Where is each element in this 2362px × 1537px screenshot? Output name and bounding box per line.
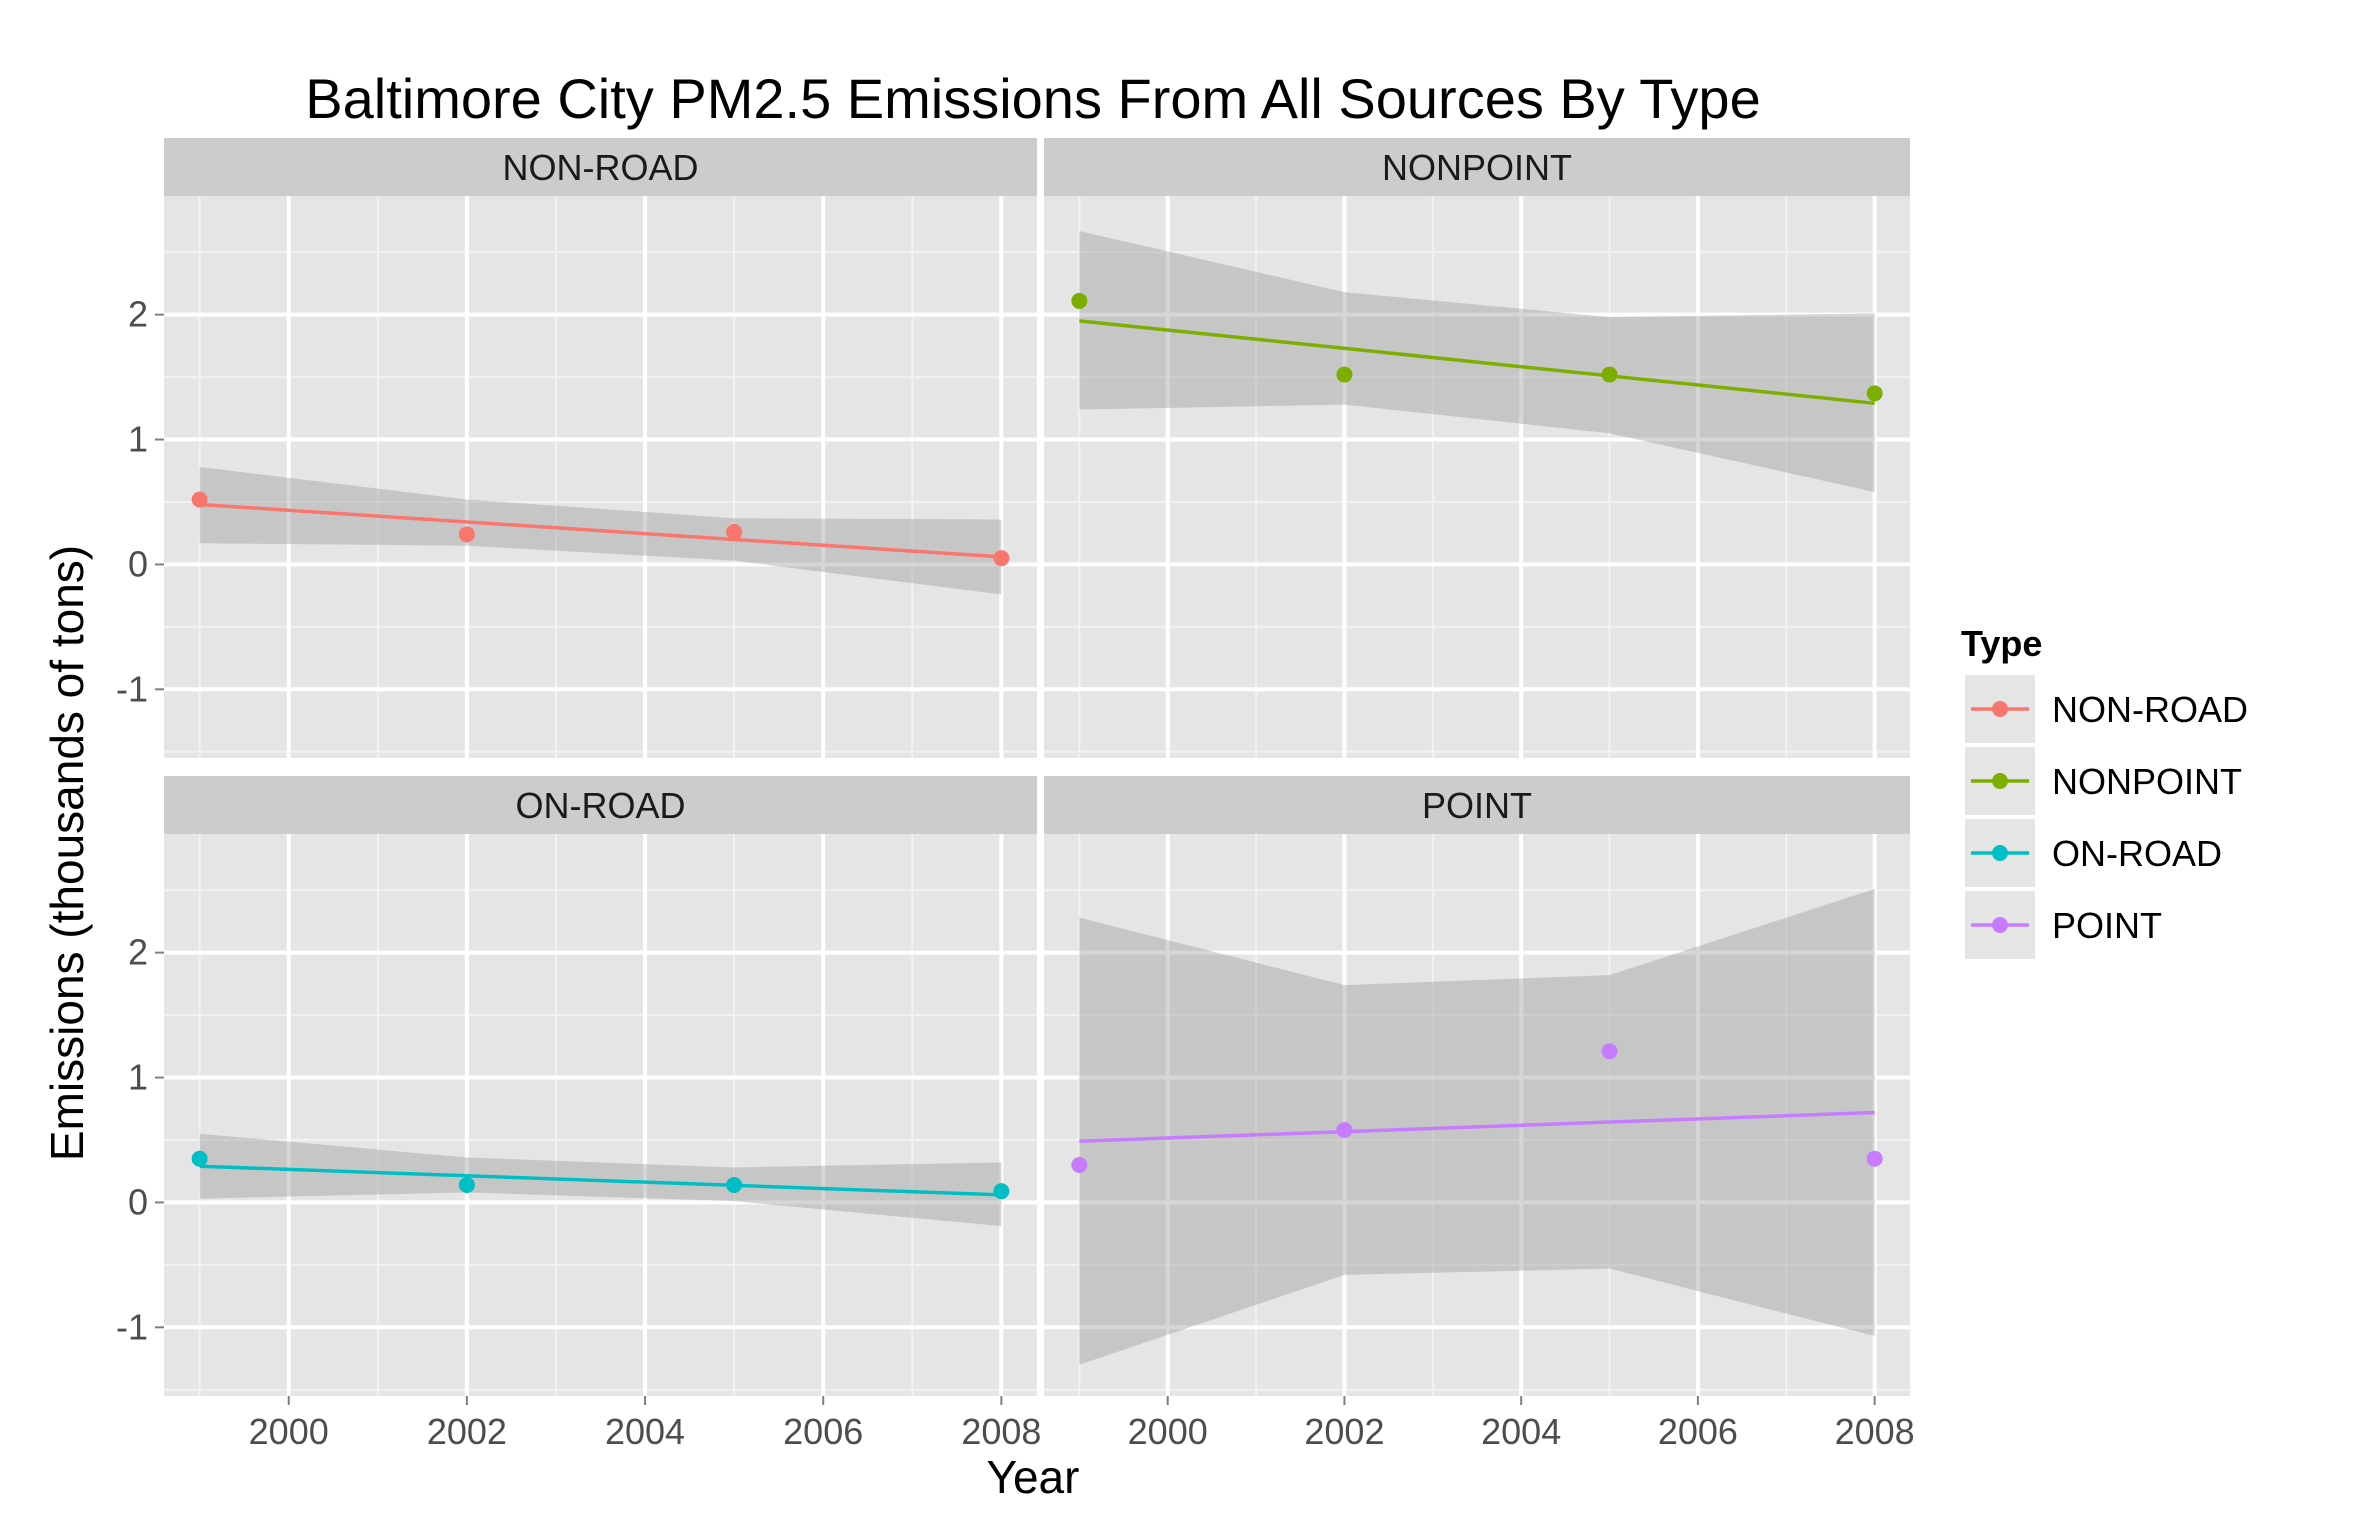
x-tick-label: 2000 bbox=[249, 1411, 329, 1452]
x-tick-label: 2006 bbox=[783, 1411, 863, 1452]
x-tick-label: 2002 bbox=[427, 1411, 507, 1452]
strip-label-nonpoint: NONPOINT bbox=[1382, 147, 1572, 188]
x-tick-label: 2008 bbox=[1835, 1411, 1915, 1452]
strip-point bbox=[1044, 776, 1910, 834]
strip-label-non-road: NON-ROAD bbox=[503, 147, 699, 188]
data-point-non-road bbox=[993, 550, 1010, 567]
panel-background bbox=[1044, 196, 1910, 758]
y-tick-label: 0 bbox=[128, 543, 148, 584]
legend-label-nonpoint: NONPOINT bbox=[2052, 761, 2242, 802]
data-point-on-road bbox=[726, 1176, 743, 1193]
trend-line-nonpoint bbox=[1079, 319, 1875, 406]
legend-label-non-road: NON-ROAD bbox=[2052, 689, 2248, 730]
trend-line-point bbox=[1079, 1110, 1875, 1143]
legend-label-point: POINT bbox=[2052, 905, 2162, 946]
panel-point: POINT 2000 2002 2004 2006 2008 bbox=[1044, 776, 1915, 1452]
data-point-point bbox=[1866, 1150, 1883, 1167]
legend: Type NON-ROAD NONPOINT ON-ROAD POINT bbox=[1961, 623, 2248, 961]
y-axis-title: Emissions (thousands of tons) bbox=[41, 545, 93, 1161]
strip-label-on-road: ON-ROAD bbox=[516, 785, 686, 826]
data-point-point bbox=[1336, 1121, 1353, 1138]
data-point-nonpoint bbox=[1866, 385, 1883, 402]
data-point-nonpoint bbox=[1071, 292, 1088, 309]
trend-line-non-road bbox=[199, 502, 1002, 559]
legend-key-point bbox=[1992, 845, 2008, 861]
x-tick-label: 2004 bbox=[1481, 1411, 1561, 1452]
panel-on-road: ON-ROAD -1 0 1 2 2000 2002 2004 2006 2008 bbox=[116, 776, 1041, 1452]
y-tick-label: 0 bbox=[128, 1181, 148, 1222]
data-point-on-road bbox=[458, 1176, 475, 1193]
y-tick-label: 2 bbox=[128, 294, 148, 335]
facet-panels: NON-ROAD -1 0 1 2 NONPOINT ON-ROAD -1 0 1 2 2000 200… bbox=[116, 138, 1915, 1452]
legend-label-on-road: ON-ROAD bbox=[2052, 833, 2222, 874]
legend-item-nonpoint: NONPOINT bbox=[1963, 745, 2242, 817]
legend-item-on-road: ON-ROAD bbox=[1963, 817, 2222, 889]
data-point-nonpoint bbox=[1336, 366, 1353, 383]
x-tick-label: 2000 bbox=[1128, 1411, 1208, 1452]
legend-key-point bbox=[1992, 917, 2008, 933]
data-point-point bbox=[1601, 1043, 1618, 1060]
data-point-on-road bbox=[191, 1150, 208, 1167]
x-tick-label: 2006 bbox=[1658, 1411, 1738, 1452]
y-tick-label: -1 bbox=[116, 1306, 148, 1347]
x-tick-label: 2004 bbox=[605, 1411, 685, 1452]
data-point-nonpoint bbox=[1601, 366, 1618, 383]
legend-item-non-road: NON-ROAD bbox=[1963, 673, 2248, 745]
y-tick-label: 1 bbox=[128, 419, 148, 460]
strip-label-point: POINT bbox=[1422, 785, 1532, 826]
trend-line-on-road bbox=[199, 1164, 1002, 1197]
x-tick-label: 2002 bbox=[1304, 1411, 1384, 1452]
strip-on-road bbox=[164, 776, 1037, 834]
legend-key-point bbox=[1992, 773, 2008, 789]
legend-title: Type bbox=[1961, 623, 2042, 664]
x-tick-label: 2008 bbox=[961, 1411, 1041, 1452]
data-point-non-road bbox=[458, 526, 475, 543]
legend-key-point bbox=[1992, 701, 2008, 717]
chart-title: Baltimore City PM2.5 Emissions From All … bbox=[305, 67, 1760, 130]
y-tick-label: 2 bbox=[128, 932, 148, 973]
strip-non-road bbox=[164, 138, 1037, 196]
panel-background bbox=[164, 834, 1037, 1396]
data-point-non-road bbox=[191, 491, 208, 508]
panel-background bbox=[164, 196, 1037, 758]
legend-item-point: POINT bbox=[1963, 889, 2162, 961]
data-point-point bbox=[1071, 1156, 1088, 1173]
panel-non-road: NON-ROAD -1 0 1 2 bbox=[116, 138, 1037, 758]
strip-nonpoint bbox=[1044, 138, 1910, 196]
data-point-on-road bbox=[993, 1183, 1010, 1200]
panel-nonpoint: NONPOINT bbox=[1044, 138, 1910, 758]
legend-items: NON-ROAD NONPOINT ON-ROAD POINT bbox=[1963, 673, 2248, 961]
x-axis-title: Year bbox=[987, 1451, 1080, 1503]
y-tick-label: 1 bbox=[128, 1057, 148, 1098]
y-tick-label: -1 bbox=[116, 668, 148, 709]
data-point-non-road bbox=[726, 523, 743, 540]
